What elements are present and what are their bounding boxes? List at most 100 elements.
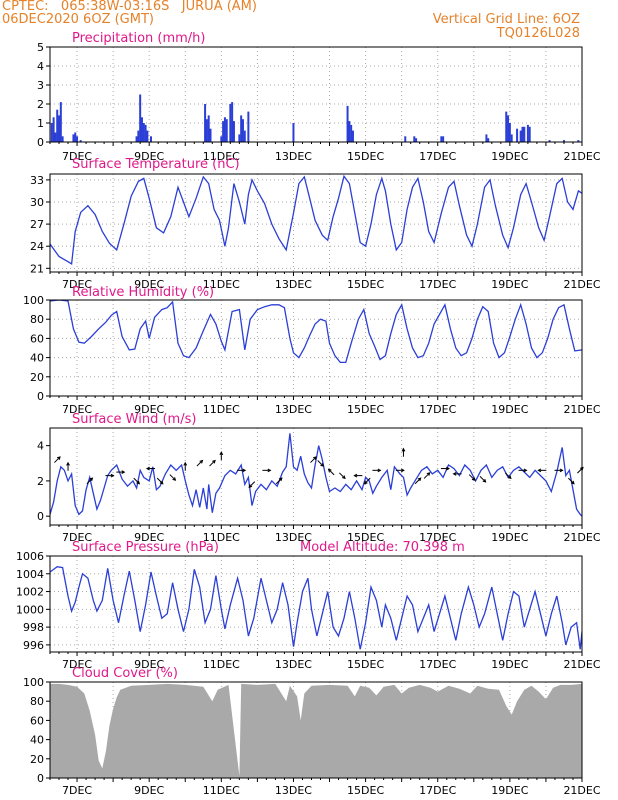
wind-arrow-head [327, 468, 332, 473]
y-tick-label: 2 [37, 98, 44, 111]
wind-arrow-shaft [338, 472, 346, 479]
x-tick-label: 19DEC [491, 531, 528, 544]
wind-arrow-shaft [364, 477, 371, 485]
wind-arrow-shaft [568, 477, 575, 485]
wind-arrow-head [482, 478, 487, 483]
precip-bar [292, 123, 295, 142]
wind-arrow-head [248, 484, 253, 488]
wind-arrow-head [219, 451, 224, 456]
x-tick-label: 11DEC [203, 658, 240, 671]
precip-bar [204, 104, 207, 142]
wind-arrow-shaft [86, 477, 93, 485]
x-tick-label: 13DEC [275, 150, 312, 163]
x-tick-label: 9DEC [134, 784, 164, 797]
y-tick-label: 2 [37, 475, 44, 488]
wind-arrow-head [56, 456, 61, 460]
precip-bar [222, 121, 225, 142]
wind-arrow-shaft [423, 472, 431, 479]
y-tick-label: 1004 [16, 568, 44, 581]
x-tick-label: 19DEC [491, 403, 528, 416]
precip-bar [508, 123, 511, 142]
wind-arrow [568, 477, 575, 485]
wind-arrow-head [320, 463, 325, 467]
precip-bar [144, 124, 147, 142]
precip-bar [485, 134, 488, 142]
wind-arrow [327, 468, 335, 476]
wind-arrow-head [183, 461, 188, 466]
x-tick-label: 13DEC [275, 278, 312, 291]
wind-arrow-head [363, 480, 368, 485]
x-tick-label: 17DEC [419, 531, 456, 544]
x-tick-label: 19DEC [491, 150, 528, 163]
wind-arrow [423, 472, 431, 479]
precip-bar [413, 136, 416, 142]
y-tick-label: 1006 [16, 550, 44, 563]
panel-frame [49, 427, 583, 526]
wind-arrow [183, 461, 188, 471]
cloud-cover-area [50, 683, 582, 778]
header-run-date: 06DEC2020 6OZ (GMT) [2, 12, 154, 27]
precip-bar [72, 134, 75, 142]
precip-bar [76, 136, 79, 142]
x-tick-label: 15DEC [347, 784, 384, 797]
y-tick-label: 40 [30, 352, 44, 365]
wind-arrow-head [523, 468, 528, 473]
x-tick-label: 17DEC [419, 403, 456, 416]
panel-5: 0 20 40 60 80 100 7DEC 9DEC 11DEC 13DEC 15DEC 17DEC… [23, 666, 601, 797]
x-tick-label: 15DEC [347, 658, 384, 671]
wind-arrow-shaft [54, 456, 61, 463]
x-tick-label: 9DEC [134, 150, 164, 163]
wind-arrow [372, 468, 382, 473]
precip-bar [507, 115, 510, 142]
precip-bar [415, 138, 418, 142]
panel-3: 0 2 4 7DEC 9DEC 11DEC 13DEC 15DEC 17DEC 19DEC 21DE… [37, 412, 601, 544]
precip-bar [348, 121, 351, 142]
x-tick-label: 15DEC [347, 531, 384, 544]
x-tick-label: 13DEC [275, 403, 312, 416]
wind-arrow-head [313, 456, 317, 460]
precip-bar [526, 124, 529, 142]
precip-bar [523, 126, 526, 142]
wind-arrow-shaft [169, 474, 176, 481]
x-tick-label: 17DEC [419, 784, 456, 797]
y-tick-label: 33 [30, 174, 44, 187]
wind-arrow-head [559, 468, 564, 473]
y-tick-label: 100 [23, 294, 44, 307]
wind-arrow-head [417, 477, 422, 482]
y-tick-label: 3 [37, 79, 44, 92]
precip-bar [146, 130, 149, 142]
wind-arrow [275, 477, 283, 485]
precip-bar [207, 115, 210, 142]
x-tick-label: 11DEC [203, 150, 240, 163]
y-tick-label: 60 [30, 332, 44, 345]
panel-frame [49, 46, 583, 143]
wind-arrow [363, 477, 371, 485]
x-tick-label: 13DEC [275, 784, 312, 797]
panel-frame [49, 555, 583, 653]
wind-arrow [248, 481, 256, 488]
wind-arrow-head [426, 472, 431, 476]
x-tick-label: 21DEC [563, 278, 600, 291]
wind-arrow-head [159, 480, 164, 485]
wind-arrow-shaft [328, 468, 335, 476]
panel-title: Surface Pressure (hPa) [72, 540, 219, 555]
x-tick-label: 19DEC [491, 278, 528, 291]
precip-bar [225, 119, 228, 142]
x-tick-label: 11DEC [203, 531, 240, 544]
wind-arrow [169, 474, 177, 481]
panel-frame [49, 299, 583, 397]
x-tick-label: 9DEC [134, 278, 164, 291]
header-grid-line: Vertical Grid Line: 6OZ [432, 12, 580, 27]
precip-bar [149, 136, 152, 142]
precip-bar [240, 115, 243, 142]
series-line [50, 566, 582, 650]
x-tick-label: 17DEC [419, 658, 456, 671]
y-tick-label: 80 [30, 695, 44, 708]
y-tick-label: 998 [23, 621, 44, 634]
y-tick-label: 5 [37, 41, 44, 54]
x-tick-label: 13DEC [275, 658, 312, 671]
y-tick-label: 996 [23, 639, 44, 652]
wind-arrow-shaft [317, 460, 324, 467]
wind-arrow [209, 459, 216, 467]
y-tick-label: 24 [30, 240, 44, 253]
